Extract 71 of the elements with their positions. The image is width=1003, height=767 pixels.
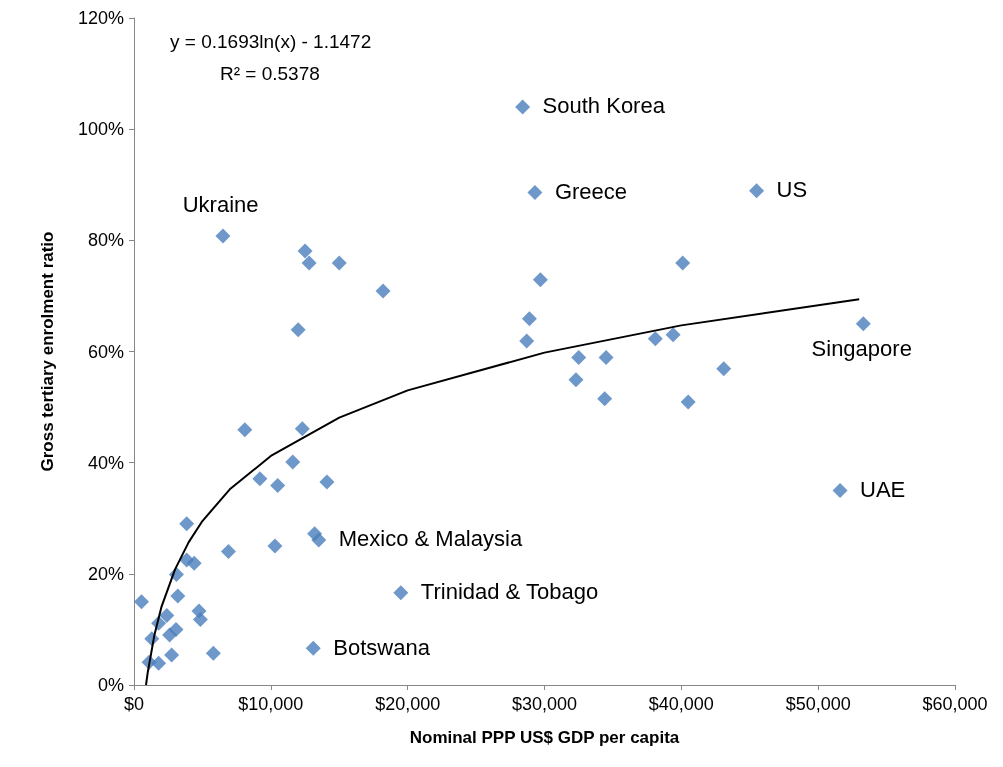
point	[186, 555, 202, 571]
point	[179, 516, 195, 532]
annotation: y = 0.1693ln(x) - 1.1472	[170, 31, 372, 52]
point	[192, 611, 208, 627]
point	[832, 482, 848, 498]
point	[159, 608, 175, 624]
point	[375, 283, 391, 299]
point	[305, 640, 321, 656]
point	[393, 585, 409, 601]
annotation: Mexico & Malaysia	[338, 526, 523, 552]
point	[205, 645, 221, 661]
y-tick-label: 60%	[87, 341, 124, 362]
point	[675, 255, 691, 271]
point	[151, 655, 167, 671]
point	[294, 421, 310, 437]
point	[220, 544, 236, 560]
annotation: UAE	[860, 476, 906, 502]
point	[237, 422, 253, 438]
x-tick-label: $50,000	[785, 694, 851, 714]
annotation: Ukraine	[182, 192, 259, 218]
annotation: Singapore	[811, 336, 912, 362]
point	[515, 99, 531, 115]
point	[855, 316, 871, 332]
annotation: South Korea	[542, 93, 666, 119]
point	[749, 183, 765, 199]
point	[532, 272, 548, 288]
point	[311, 532, 327, 548]
y-tick-label: 80%	[87, 230, 124, 251]
point	[519, 333, 535, 349]
point	[647, 331, 663, 347]
x-tick-label: $10,000	[238, 694, 304, 714]
annotation: Greece	[554, 179, 628, 205]
point	[568, 372, 584, 388]
x-tick-label: $30,000	[511, 694, 578, 714]
point	[215, 228, 231, 244]
annotation: R² = 0.5378	[220, 63, 320, 84]
point	[267, 538, 283, 554]
y-tick-label: 100%	[77, 119, 124, 140]
y-tick-label: 120%	[77, 8, 124, 28]
point	[716, 361, 732, 377]
x-tick-label: $0	[123, 694, 145, 714]
point	[170, 588, 186, 604]
point	[270, 477, 286, 493]
y-axis-title: Gross tertiary enrolment ratio	[38, 231, 57, 472]
point	[319, 474, 335, 490]
point	[290, 322, 306, 338]
point	[598, 350, 614, 366]
point	[164, 647, 180, 663]
y-tick-label: 0%	[97, 675, 124, 695]
x-tick-label: $20,000	[375, 694, 441, 714]
annotation: US	[776, 177, 808, 203]
point	[680, 394, 696, 410]
x-axis-title: Nominal PPP US$ GDP per capita	[409, 728, 680, 747]
annotation: Trinidad & Tobago	[420, 579, 599, 605]
point	[297, 243, 313, 259]
x-tick-label: $40,000	[648, 694, 714, 714]
point	[521, 311, 537, 327]
point	[665, 327, 681, 343]
point	[331, 255, 347, 271]
point	[597, 391, 613, 407]
annotation: Botswana	[333, 634, 431, 660]
point	[301, 255, 317, 271]
point	[252, 471, 268, 487]
y-tick-label: 40%	[87, 452, 124, 473]
point	[527, 185, 543, 201]
point	[168, 621, 184, 637]
y-tick-label: 20%	[87, 563, 124, 584]
point	[134, 594, 150, 610]
point	[285, 454, 301, 470]
point	[571, 350, 587, 366]
x-tick-label: $60,000	[922, 694, 988, 714]
